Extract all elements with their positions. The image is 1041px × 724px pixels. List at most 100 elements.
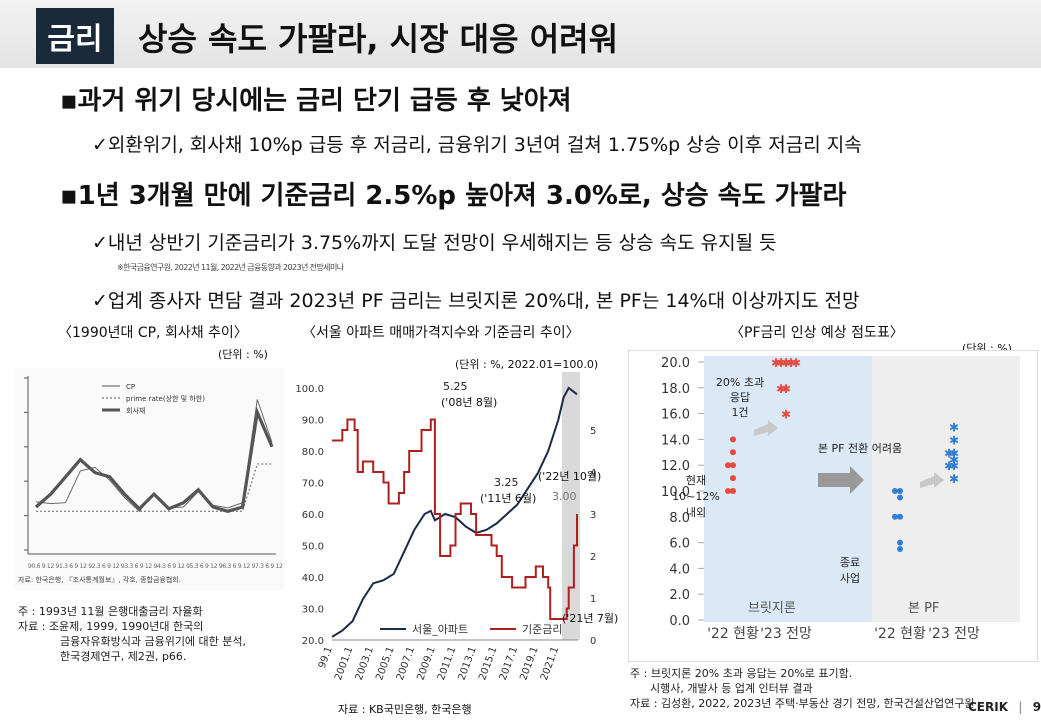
sub-bullet-2-1: ✓내년 상반기 기준금리가 3.75%까지 도달 전망이 우세해지는 등 상승 … bbox=[92, 232, 777, 254]
y-tick-label-left: 100.0 bbox=[295, 384, 324, 395]
brand-logo: CERIK bbox=[968, 700, 1009, 714]
y-tick-label: 6.0 bbox=[669, 537, 690, 552]
annotation-label: ('21년 7월) bbox=[562, 612, 618, 625]
dot-marker bbox=[730, 488, 736, 494]
annotation-value: 3.25 bbox=[494, 476, 519, 489]
dot-marker bbox=[730, 462, 736, 469]
dot-marker bbox=[892, 513, 898, 520]
legend-label: CP bbox=[126, 383, 135, 391]
dot-marker: ✱ bbox=[771, 356, 781, 370]
bullet-1-text: 과거 위기 당시에는 금리 단기 급등 후 낮아져 bbox=[77, 86, 572, 116]
left-chart-caption: 〈1990년대 CP, 회사채 추이〉 bbox=[58, 325, 248, 341]
y-tick-label: 20.0 bbox=[661, 356, 690, 371]
dot-marker: ✱ bbox=[781, 382, 791, 396]
left-chart-unit: (단위 : %) bbox=[218, 348, 268, 361]
dot-marker bbox=[897, 539, 903, 546]
x-tick-label: 2011.1 bbox=[436, 645, 458, 682]
mid-chart: 20.0 30.0 40.0 50.0 60.0 70.0 80.0 90.0 100.0 0 1 2… bbox=[295, 372, 618, 682]
note-line: 자료 : 조윤제, 1999, 1990년대 한국의 bbox=[18, 620, 204, 633]
y-tick-label-left: 80.0 bbox=[302, 447, 324, 458]
note-line: 한국경제연구, 제2권, p66. bbox=[60, 650, 187, 663]
y-tick-label: 16.0 bbox=[661, 408, 690, 423]
dot-marker bbox=[892, 488, 898, 494]
page-title: 상승 속도 가팔라, 시장 대응 어려워 bbox=[138, 20, 619, 58]
dot-marker: ✱ bbox=[781, 356, 791, 370]
arrow-shape bbox=[754, 420, 778, 436]
right-notes: 주 : 브릿지론 20% 초과 응답는 20%로 표기함. 시행사, 개발사 등… bbox=[630, 666, 975, 711]
x-tick-label: '23 전망 bbox=[928, 626, 980, 642]
dot-marker: ✱ bbox=[949, 472, 959, 486]
left-notes: 주 : 1993년 11월 은행대출금리 자율화 자료 : 조윤제, 1999,… bbox=[18, 604, 246, 664]
dot-marker: ✱ bbox=[944, 446, 954, 460]
annotation: 응답 bbox=[730, 391, 750, 404]
dot-marker bbox=[897, 488, 903, 494]
sub-bullet-2-2: ✓업계 종사자 면담 결과 2023년 PF 금리는 브릿지론 20%대, 본 … bbox=[92, 290, 860, 312]
legend-label: 서울_아파트 bbox=[412, 623, 468, 636]
dot-marker bbox=[897, 513, 903, 520]
annotation-value: 5.25 bbox=[443, 380, 468, 393]
dot-marker bbox=[730, 475, 736, 482]
dot-marker bbox=[725, 488, 731, 494]
series-line bbox=[34, 406, 274, 513]
series-line-apt bbox=[331, 386, 578, 638]
y-tick-label-left: 40.0 bbox=[302, 573, 324, 584]
x-tick-label: 2001.1 bbox=[333, 645, 355, 682]
y-tick-label: 4.0 bbox=[669, 562, 690, 577]
y-tick-label-left: 70.0 bbox=[302, 479, 324, 490]
dot-marker: ✱ bbox=[949, 453, 959, 467]
note-line: 주 : 1993년 11월 은행대출금리 자율화 bbox=[18, 605, 203, 618]
dot-marker: ✱ bbox=[944, 459, 954, 473]
y-tick-label-right: 1 bbox=[590, 594, 596, 605]
dot-marker bbox=[730, 436, 736, 443]
mid-chart-unit: (단위 : %, 2022.01=100.0) bbox=[455, 358, 599, 371]
y-tick-label-right: 4 bbox=[590, 468, 596, 479]
y-tick-label: 0.0 bbox=[669, 614, 690, 629]
x-tick-label: '22 현황 bbox=[874, 626, 926, 642]
note-line: 시행사, 개발사 등 업계 인터뷰 결과 bbox=[650, 682, 813, 695]
y-tick-label-right: 0 bbox=[590, 636, 596, 647]
footer: CERIK | 9 bbox=[968, 700, 1041, 714]
mid-chart-source: 자료 : KB국민은행, 한국은행 bbox=[338, 703, 472, 716]
dot-marker bbox=[725, 462, 731, 469]
annotation-value: 3.00 bbox=[552, 490, 577, 503]
dot-marker: ✱ bbox=[949, 433, 959, 447]
x-tick-label: 2019.1 bbox=[518, 645, 540, 682]
y-tick-label: 14.0 bbox=[661, 433, 690, 448]
note-line: 주 : 브릿지론 20% 초과 응답는 20%로 표기함. bbox=[630, 667, 853, 680]
header-bar bbox=[0, 0, 1041, 68]
region-label-main-pf: 본 PF bbox=[908, 601, 939, 616]
dot-marker: ✱ bbox=[786, 356, 796, 370]
region-label-bridge: 브릿지론 bbox=[748, 601, 796, 616]
bullet-1: ▪과거 위기 당시에는 금리 단기 급등 후 낮아져 bbox=[60, 86, 572, 116]
section-tag: 금리 bbox=[36, 8, 114, 64]
y-tick-label-left: 60.0 bbox=[302, 510, 324, 521]
annotation: 20% 초과 bbox=[716, 376, 764, 389]
dot-plot: 0.02.04.06.08.010.012.014.016.018.020.0 … bbox=[628, 350, 1038, 662]
dot-marker: ✱ bbox=[949, 421, 959, 435]
x-tick-label: 2009.1 bbox=[415, 645, 437, 682]
y-tick-label: 10.0 bbox=[661, 485, 690, 500]
x-tick-label: 2005.1 bbox=[374, 645, 396, 682]
y-tick-label-left: 90.0 bbox=[302, 416, 324, 427]
annotation: 현재 bbox=[686, 474, 706, 487]
dot-marker bbox=[897, 494, 903, 501]
divider: | bbox=[1018, 700, 1023, 714]
legend-label: 기준금리 bbox=[522, 623, 562, 636]
dot-marker: ✱ bbox=[781, 408, 791, 422]
left-chart-inner-source: 자료: 한국은행, 『조사통계월보』, 각호, 종합금융협회. bbox=[18, 575, 181, 584]
left-chart: 90.6 9 12 91.3 6 9 12 92.3 6 9 12 93.3 6… bbox=[14, 368, 284, 590]
annotation: 1건 bbox=[731, 406, 748, 419]
sub-bullet-text: 외환위기, 회사채 10%p 급등 후 저금리, 금융위기 3년여 걸쳐 1.7… bbox=[107, 134, 862, 156]
dot-marker: ✱ bbox=[949, 446, 959, 460]
x-tick-label: 2021.1 bbox=[539, 645, 561, 682]
x-tick-label: '22 현황 bbox=[707, 626, 759, 642]
dot-marker: ✱ bbox=[776, 382, 786, 396]
x-tick-label: 2003.1 bbox=[354, 645, 376, 682]
legend-label: prime rate(상한 및 하한) bbox=[126, 394, 205, 403]
dot-marker bbox=[730, 449, 736, 456]
y-tick-label-right: 5 bbox=[590, 426, 596, 437]
y-tick-label-left: 30.0 bbox=[302, 605, 324, 616]
annotation-label: ('22년 10월) bbox=[538, 470, 601, 483]
annotation: 사업 bbox=[840, 572, 860, 585]
note-line: 자료 : 김성환, 2022, 2023년 주택·부동산 경기 전망, 한국건설… bbox=[630, 697, 975, 710]
